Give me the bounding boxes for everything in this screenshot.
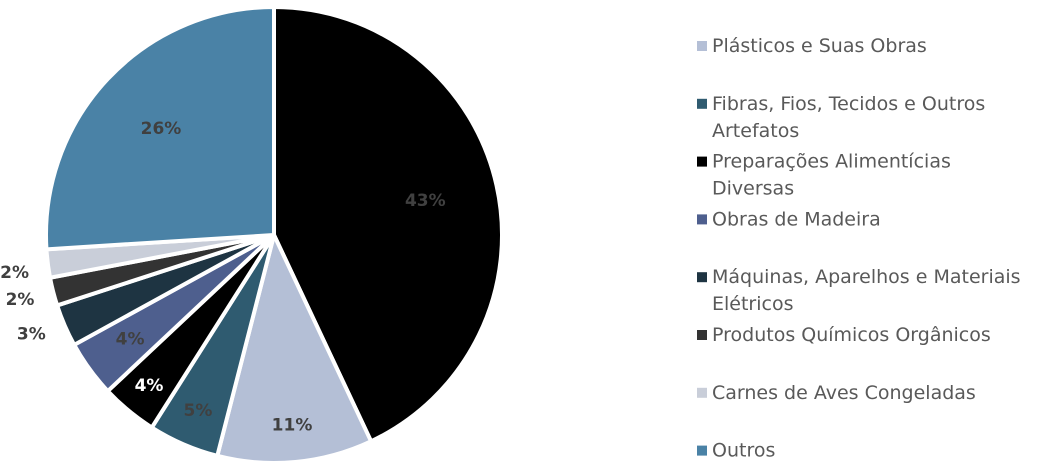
- data-label: 2%: [0, 263, 29, 283]
- pie-slice: [44, 4, 276, 252]
- legend-item: Plásticos e Suas Obras: [697, 35, 927, 57]
- legend-swatch: [697, 214, 707, 225]
- legend-label: Outros: [712, 439, 775, 461]
- legend-item: Obras de Madeira: [697, 208, 881, 230]
- data-label: 4%: [135, 376, 164, 396]
- data-label: 11%: [272, 416, 313, 436]
- legend-swatch: [697, 387, 707, 398]
- legend-item: Outros: [697, 439, 775, 461]
- legend-swatch: [697, 41, 707, 51]
- pie-slices: [44, 4, 504, 465]
- data-label: 43%: [405, 191, 446, 211]
- legend-item: Preparações Alimentícias Diversas: [697, 150, 951, 199]
- legend: Plásticos e Suas Obras Fibras, Fios, Teci…: [697, 35, 1021, 461]
- legend-label: Produtos Químicos Orgânicos: [712, 324, 991, 346]
- data-labels: 43% 11% 5% 4% 4% 3% 2% 2% 26%: [0, 119, 446, 436]
- data-label: 5%: [184, 401, 213, 421]
- legend-swatch: [697, 445, 707, 456]
- legend-item: Produtos Químicos Orgânicos: [697, 324, 991, 346]
- legend-label: Fibras, Fios, Tecidos e Outros Artefatos: [712, 92, 985, 141]
- legend-label: Carnes de Aves Congeladas: [712, 381, 976, 403]
- data-label: 26%: [141, 119, 182, 139]
- legend-label: Máquinas, Aparelhos e Materiais Elétricos: [712, 266, 1021, 315]
- legend-label: Preparações Alimentícias Diversas: [712, 150, 951, 199]
- pie-slice: [272, 4, 504, 444]
- legend-swatch: [697, 156, 707, 167]
- data-label: 3%: [17, 324, 46, 344]
- legend-item: Fibras, Fios, Tecidos e Outros Artefatos: [697, 92, 985, 141]
- data-label: 2%: [6, 290, 35, 310]
- legend-label: Obras de Madeira: [712, 208, 881, 230]
- legend-swatch: [697, 272, 707, 283]
- legend-swatch: [697, 98, 707, 109]
- legend-label: Plásticos e Suas Obras: [712, 35, 927, 57]
- pie-slice: [214, 229, 374, 465]
- legend-swatch: [697, 330, 707, 340]
- data-label: 4%: [116, 330, 145, 350]
- legend-item: Carnes de Aves Congeladas: [697, 381, 976, 403]
- legend-item: Máquinas, Aparelhos e Materiais Elétricos: [697, 266, 1021, 315]
